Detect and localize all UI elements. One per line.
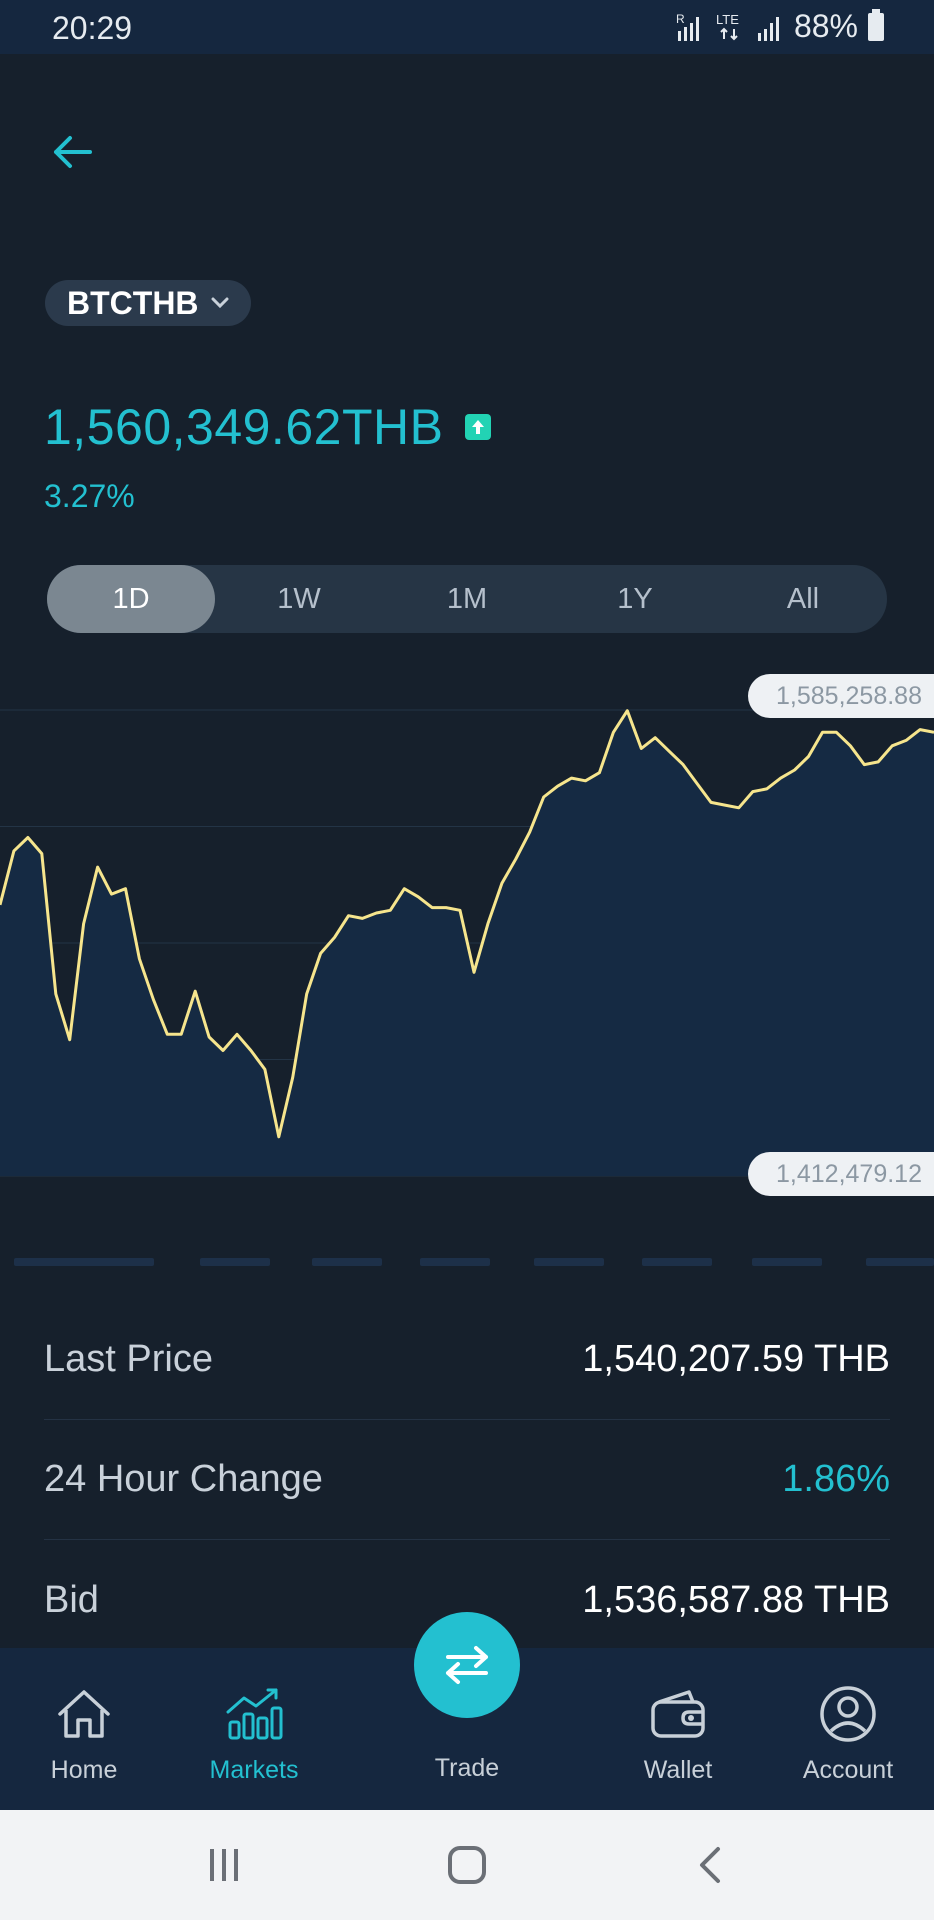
trade-button[interactable] bbox=[414, 1612, 520, 1718]
svg-text:R: R bbox=[676, 12, 685, 26]
battery-percent: 88% bbox=[793, 8, 858, 44]
chart-max-label: 1,585,258.88 bbox=[748, 674, 934, 718]
nav-wallet[interactable]: Wallet bbox=[618, 1648, 738, 1810]
battery-icon bbox=[868, 8, 884, 41]
nav-home[interactable]: Home bbox=[24, 1648, 144, 1810]
chevron-down-icon bbox=[211, 297, 229, 309]
price-chart-svg bbox=[0, 709, 934, 1177]
stat-label: Bid bbox=[44, 1578, 99, 1621]
chart-price-line bbox=[0, 709, 934, 1139]
system-nav-bar bbox=[0, 1810, 934, 1920]
stat-value: 1,536,587.88 THB bbox=[582, 1578, 890, 1621]
stat-value: 1.86% bbox=[782, 1458, 890, 1500]
account-icon bbox=[818, 1684, 878, 1744]
svg-text:LTE: LTE bbox=[716, 12, 739, 27]
back-button[interactable] bbox=[44, 124, 100, 180]
tab-1m[interactable]: 1M bbox=[446, 582, 488, 615]
wallet-icon bbox=[648, 1684, 708, 1744]
pair-selector[interactable]: BTCTHB bbox=[45, 280, 251, 326]
recent-apps-button[interactable] bbox=[194, 1838, 254, 1892]
status-bar: 20:29 R LTE 88% bbox=[0, 0, 934, 54]
nav-account[interactable]: Account bbox=[788, 1648, 908, 1810]
price-row: 1,560,349.62THB bbox=[44, 398, 492, 456]
nav-trade-label[interactable]: Trade bbox=[434, 1754, 500, 1782]
status-icons: R LTE 88% bbox=[676, 8, 884, 45]
range-tabs: 1D 1W 1M 1Y All bbox=[47, 565, 887, 633]
pair-symbol: BTCTHB bbox=[67, 284, 199, 321]
back-system-button[interactable] bbox=[680, 1838, 740, 1892]
markets-chart-icon bbox=[224, 1684, 284, 1744]
home-square-icon bbox=[448, 1846, 486, 1884]
stat-label: Last Price bbox=[44, 1338, 213, 1380]
chart-min-label: 1,412,479.12 bbox=[748, 1152, 934, 1196]
price-chart[interactable]: 1,585,258.88 1,412,479.12 bbox=[0, 674, 934, 1200]
swap-arrows-icon bbox=[446, 1646, 488, 1684]
price-change-percent: 3.27% bbox=[44, 478, 135, 514]
chart-x-axis bbox=[0, 1252, 934, 1266]
nav-markets[interactable]: Markets bbox=[194, 1648, 314, 1810]
stat-row-24h-change: 24 Hour Change 1.86% bbox=[44, 1420, 890, 1540]
nav-label: Account bbox=[802, 1756, 894, 1784]
price-up-icon bbox=[465, 414, 492, 440]
signal-roaming-icon: R bbox=[676, 12, 699, 41]
nav-label: Markets bbox=[209, 1756, 299, 1784]
lte-icon: LTE bbox=[716, 12, 739, 40]
status-time: 20:29 bbox=[52, 10, 133, 46]
stat-row-last-price: Last Price 1,540,207.59 THB bbox=[44, 1300, 890, 1420]
tab-1d[interactable]: 1D bbox=[47, 565, 215, 633]
stat-row-bid: Bid 1,536,587.88 THB bbox=[44, 1540, 890, 1660]
stat-value: 1,540,207.59 THB bbox=[582, 1338, 890, 1380]
home-system-button[interactable] bbox=[437, 1838, 497, 1892]
recent-apps-icon bbox=[210, 1849, 238, 1881]
tab-1w[interactable]: 1W bbox=[277, 582, 321, 615]
tab-all[interactable]: All bbox=[786, 582, 820, 615]
tab-1y[interactable]: 1Y bbox=[617, 582, 653, 615]
home-icon bbox=[54, 1684, 114, 1744]
current-price: 1,560,349.62THB bbox=[44, 399, 444, 455]
signal-icon bbox=[757, 16, 779, 41]
nav-label: Home bbox=[50, 1756, 118, 1784]
stat-label: 24 Hour Change bbox=[44, 1458, 323, 1500]
nav-label: Wallet bbox=[643, 1756, 713, 1784]
arrow-left-icon bbox=[54, 136, 92, 168]
chevron-left-icon bbox=[700, 1847, 720, 1883]
market-stats: Last Price 1,540,207.59 THB 24 Hour Chan… bbox=[44, 1300, 890, 1660]
